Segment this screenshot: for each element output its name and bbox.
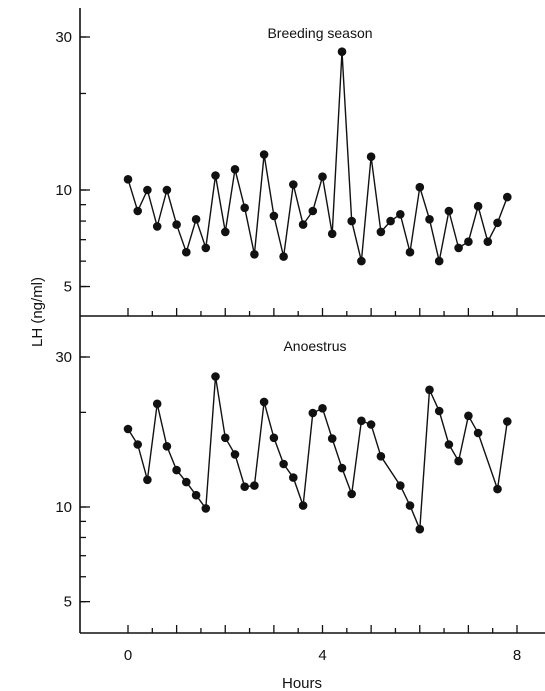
data-point	[152, 399, 162, 409]
data-point	[230, 450, 240, 459]
data-point	[503, 192, 512, 202]
panel-title: Breeding season	[267, 25, 372, 41]
data-point	[454, 243, 463, 253]
data-point	[493, 218, 502, 228]
data-point	[221, 227, 230, 237]
y-axis-title: LH (ng/ml)	[29, 277, 46, 347]
data-point	[172, 465, 181, 475]
data-point	[473, 201, 483, 211]
data-point	[444, 440, 454, 449]
data-point	[143, 185, 152, 195]
data-point	[347, 216, 357, 226]
data-point	[269, 211, 279, 221]
data-point	[298, 501, 308, 510]
y-tick-label: 5	[64, 594, 72, 611]
data-point	[337, 47, 347, 56]
data-point	[405, 501, 415, 510]
data-point	[298, 220, 308, 229]
data-point	[327, 229, 337, 239]
data-point	[327, 434, 337, 443]
data-point	[366, 152, 376, 161]
data-point	[357, 416, 366, 426]
data-point	[279, 252, 288, 261]
data-point	[337, 463, 347, 473]
data-point	[415, 182, 425, 192]
data-point	[133, 206, 142, 216]
data-point	[201, 243, 211, 253]
x-tick-labels: 0 4 8	[124, 647, 521, 664]
data-point	[454, 456, 463, 466]
data-point	[211, 372, 220, 381]
data-point	[152, 222, 162, 231]
data-point	[396, 481, 405, 490]
data-point	[172, 220, 181, 229]
data-point	[240, 482, 249, 492]
panel-anoestrus: 5 10 30 Anoestrus	[55, 316, 545, 634]
data-point	[250, 250, 259, 259]
series-line	[127, 376, 508, 530]
y-tick-label: 30	[55, 29, 72, 46]
data-point	[464, 411, 473, 421]
data-point	[250, 481, 259, 490]
data-point	[182, 477, 191, 487]
x-tick-label: 0	[124, 647, 132, 664]
data-point	[366, 420, 376, 429]
y-tick-label: 10	[55, 182, 72, 199]
data-point	[279, 459, 288, 469]
data-point	[182, 247, 191, 257]
data-point	[230, 165, 240, 174]
data-point	[405, 247, 415, 257]
y-tick-label: 5	[64, 279, 72, 296]
data-point	[444, 206, 454, 216]
series-line	[127, 51, 508, 262]
data-point	[191, 215, 201, 224]
data-point	[133, 440, 142, 449]
y-tick-label: 10	[55, 499, 72, 516]
data-point	[289, 473, 298, 482]
data-point	[425, 215, 434, 224]
panel-title: Anoestrus	[283, 338, 346, 354]
data-point	[143, 475, 152, 485]
data-point	[473, 428, 483, 438]
data-point	[191, 490, 201, 500]
data-point	[376, 452, 386, 461]
data-point	[289, 180, 298, 189]
data-point	[483, 237, 493, 246]
data-point	[211, 171, 220, 180]
data-point	[415, 524, 425, 534]
data-point	[493, 484, 502, 494]
data-point	[240, 203, 249, 213]
x-tick-label: 4	[318, 647, 326, 664]
data-point	[162, 442, 172, 451]
data-point	[269, 433, 279, 443]
data-point	[434, 406, 444, 416]
data-point	[308, 206, 318, 216]
data-point	[434, 256, 444, 266]
data-point	[221, 433, 230, 443]
data-point	[259, 150, 269, 159]
data-point	[464, 237, 473, 246]
panel-breeding-season: 5 10 30 Breeding season	[55, 8, 545, 317]
data-point	[201, 504, 211, 513]
data-point	[318, 404, 327, 413]
data-point	[123, 175, 133, 184]
data-point	[425, 385, 434, 395]
data-point	[259, 397, 269, 407]
data-point	[162, 185, 172, 195]
data-point	[396, 210, 405, 219]
x-tick-label: 8	[513, 647, 521, 664]
data-point	[123, 424, 133, 434]
data-point	[376, 227, 386, 237]
data-point	[308, 408, 318, 418]
data-point	[503, 417, 512, 426]
data-point	[347, 489, 357, 499]
x-axis-title: Hours	[282, 675, 322, 691]
data-point	[357, 256, 366, 266]
data-point	[318, 172, 327, 181]
y-tick-label: 30	[55, 349, 72, 366]
data-point	[386, 216, 395, 226]
